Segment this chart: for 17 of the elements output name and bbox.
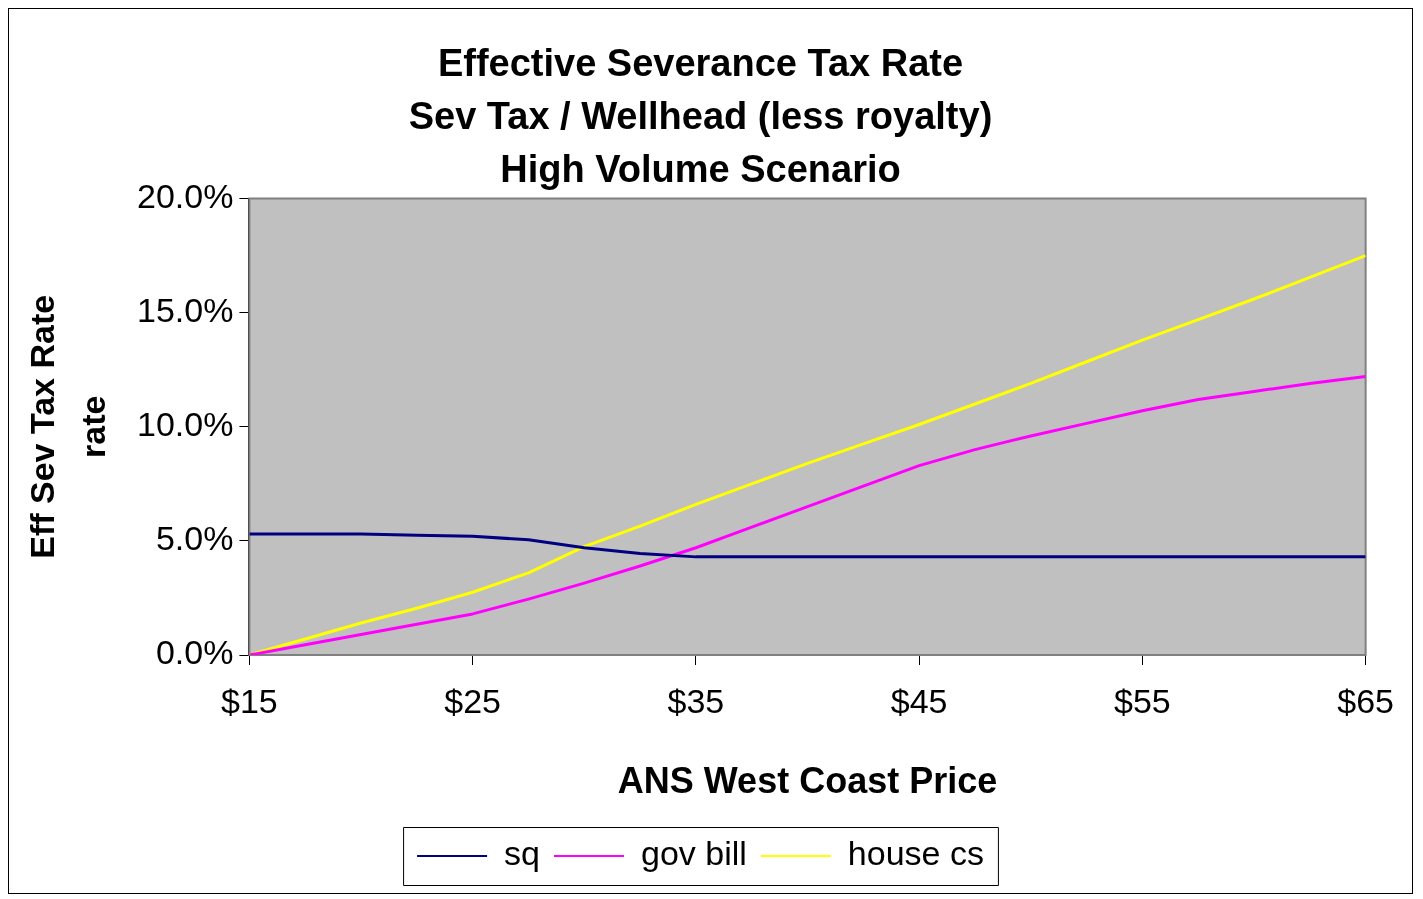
x-tick-label: $35 [667,681,725,720]
x-tick-label: $55 [1114,681,1171,720]
x-tick-label: $65 [1337,681,1394,720]
x-tick-label: $25 [444,681,502,720]
x-axis-title: ANS West Coast Price [617,760,998,802]
y-axis-title: Eff Sev Tax Rate rate [22,294,112,559]
y-tick-label: 20.0% [137,176,234,215]
x-tick-label: $15 [221,681,278,720]
y-tick-label: 10.0% [137,405,234,444]
y-tick-label: 5.0% [155,519,234,558]
legend-label: gov bill [641,834,747,873]
legend-label: sq [504,834,541,873]
y-tick-label: 0.0% [155,633,234,672]
x-tick-label: $45 [890,681,948,720]
legend-label: house cs [847,834,984,873]
chart-title: Effective Severance Tax Rate Sev Tax / Wellhead (less royalty) High Volume Scenario [408,42,993,191]
y-tick-label: 15.0% [137,291,234,330]
